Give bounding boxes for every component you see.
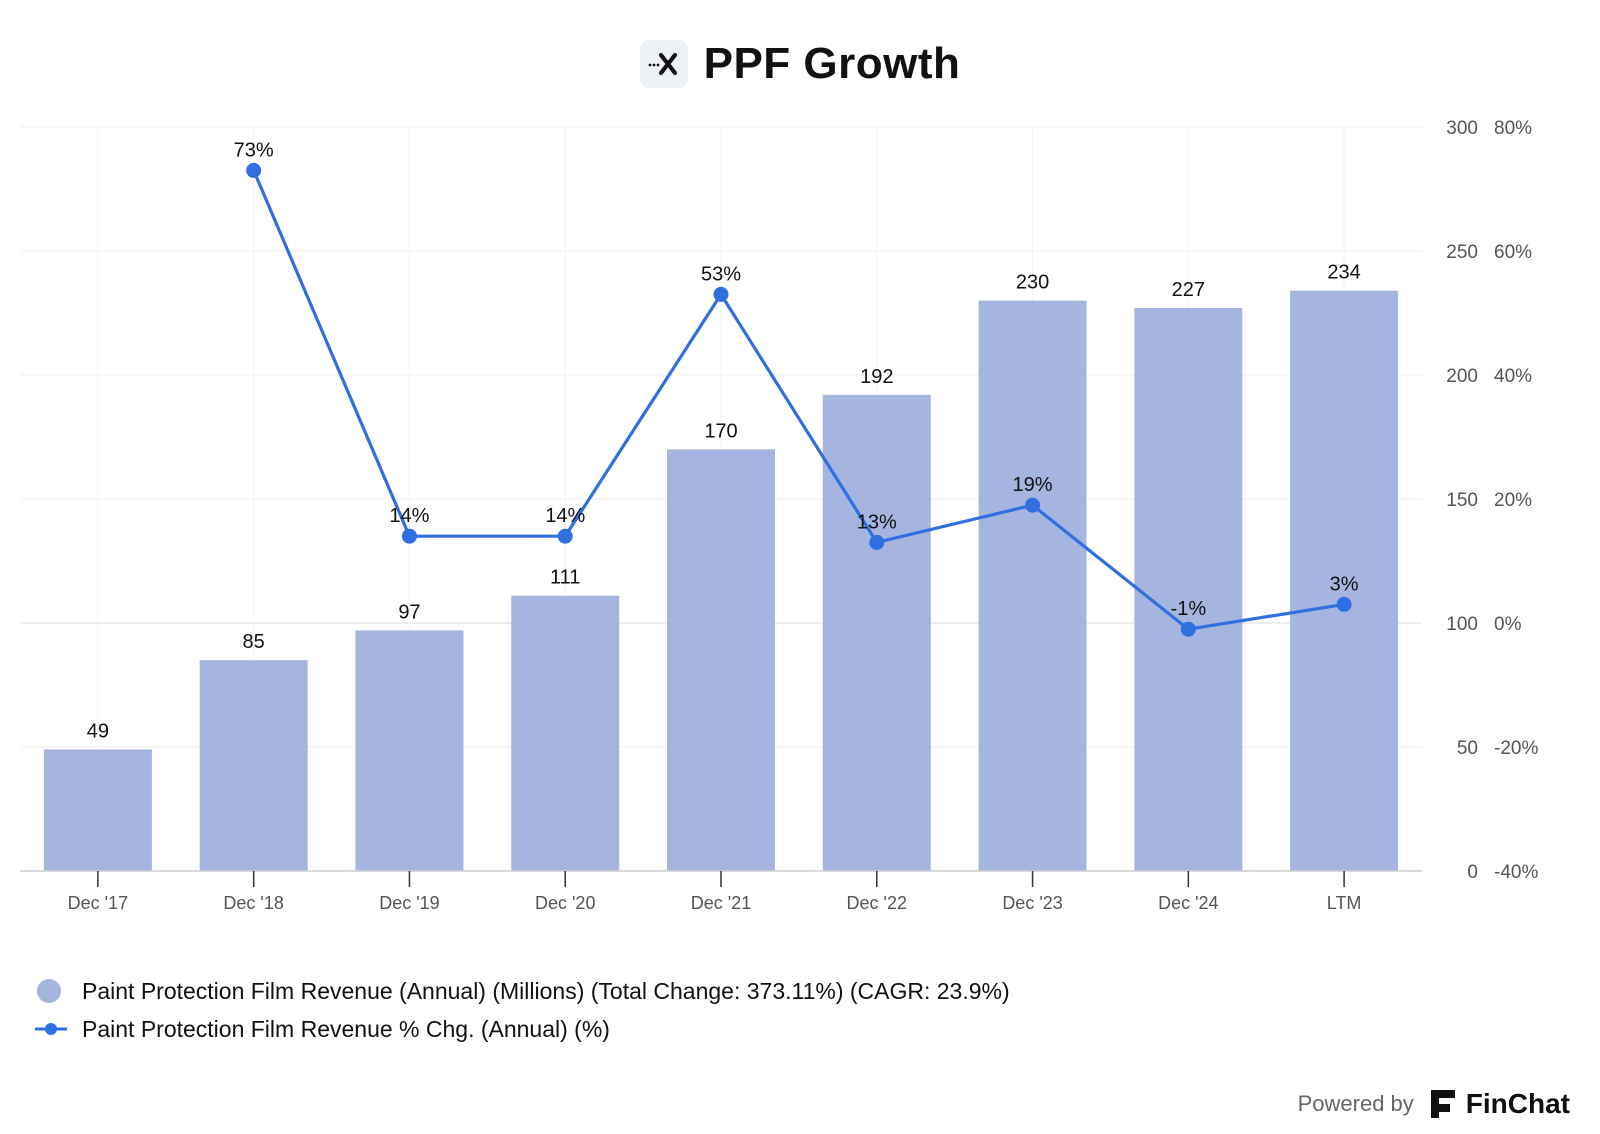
legend-item-pct-change[interactable]: Paint Protection Film Revenue % Chg. (An… <box>34 1010 1010 1048</box>
x-tick-label: Dec '18 <box>223 893 283 913</box>
line-point <box>1025 497 1041 513</box>
bar-value-label: 85 <box>243 631 265 653</box>
bar-value-label: 170 <box>704 420 737 442</box>
bar <box>199 660 308 871</box>
pct-change-line <box>252 169 1345 631</box>
finchat-brand-icon <box>1430 1090 1455 1118</box>
y-left-tick-label: 150 <box>1446 490 1478 511</box>
chart-legend: Paint Protection Film Revenue (Annual) (… <box>34 972 1010 1048</box>
line-value-label: 13% <box>857 511 897 533</box>
y-left-tick-label: 300 <box>1446 118 1478 139</box>
x-tick-label: Dec '20 <box>535 893 595 913</box>
legend-line-marker-icon <box>34 1019 82 1039</box>
line-value-label: 14% <box>545 505 585 527</box>
bar-value-label: 49 <box>87 720 109 742</box>
powered-by-text: Powered by <box>1297 1091 1414 1116</box>
x-tick-label: Dec '23 <box>1002 893 1062 913</box>
line-point <box>713 286 729 302</box>
legend-item-revenue[interactable]: Paint Protection Film Revenue (Annual) (… <box>34 972 1010 1010</box>
bar-value-label: 192 <box>860 366 893 388</box>
line-value-label: 3% <box>1330 573 1359 595</box>
x-tick-label: Dec '19 <box>379 893 439 913</box>
brand-name: FinChat <box>1465 1088 1570 1119</box>
bar-value-label: 230 <box>1016 272 1049 294</box>
bar <box>43 749 152 871</box>
bar <box>822 394 931 871</box>
bar <box>511 595 620 871</box>
y-right-tick-label: 40% <box>1494 366 1532 387</box>
x-tick-label: Dec '17 <box>68 893 128 913</box>
legend-bar-marker-icon <box>34 976 82 1006</box>
bar-value-label: 234 <box>1327 262 1360 284</box>
y-right-tick-label: 0% <box>1494 614 1522 635</box>
finchat-brand[interactable]: FinChat <box>1428 1088 1570 1120</box>
legend-label-pct-change: Paint Protection Film Revenue % Chg. (An… <box>82 1015 610 1042</box>
bar-value-label: 227 <box>1172 279 1205 301</box>
y-right-tick-label: 60% <box>1494 242 1532 263</box>
y-right-tick-label: -20% <box>1494 738 1538 759</box>
y-right-tick-label: 20% <box>1494 490 1532 511</box>
line-value-label: 53% <box>701 263 741 285</box>
line-point <box>1336 596 1352 612</box>
line-value-label: 19% <box>1013 474 1053 496</box>
y-left-tick-label: 250 <box>1446 242 1478 263</box>
x-tick-label: Dec '22 <box>847 893 907 913</box>
bar <box>355 630 464 871</box>
x-tick-label: LTM <box>1327 893 1362 913</box>
bar <box>1134 308 1243 871</box>
line-point <box>869 534 885 550</box>
y-left-tick-label: 200 <box>1446 366 1478 387</box>
line-value-label: 14% <box>389 505 429 527</box>
line-point <box>401 528 417 544</box>
bar <box>978 300 1087 872</box>
chart-title: PPF Growth <box>703 39 961 88</box>
bar <box>1290 290 1399 871</box>
y-right-tick-label: -40% <box>1494 862 1538 883</box>
finchat-x-logo-icon <box>639 40 688 88</box>
line-value-label: 73% <box>234 139 274 161</box>
line-point <box>1180 621 1196 637</box>
y-left-tick-label: 0 <box>1467 862 1478 883</box>
y-right-tick-label: 80% <box>1494 118 1532 139</box>
line-value-label: -1% <box>1171 598 1207 620</box>
line-point <box>246 162 262 178</box>
y-left-tick-label: 50 <box>1457 738 1478 759</box>
footer: Powered by FinChat <box>1298 1088 1570 1120</box>
line-point <box>557 528 573 544</box>
legend-label-revenue: Paint Protection Film Revenue (Annual) (… <box>82 977 1010 1004</box>
bar <box>667 449 775 871</box>
chart-area: 49 85 97 111 170 192 230 227 234 Dec '17 Dec '18 De… <box>20 118 1538 913</box>
x-tick-label: Dec '21 <box>691 893 751 913</box>
bar-value-label: 97 <box>398 601 420 623</box>
x-tick-label: Dec '24 <box>1158 893 1218 913</box>
chart-header: PPF Growth <box>0 36 1600 92</box>
y-left-tick-label: 100 <box>1446 614 1478 635</box>
bar-value-label: 111 <box>550 567 580 589</box>
